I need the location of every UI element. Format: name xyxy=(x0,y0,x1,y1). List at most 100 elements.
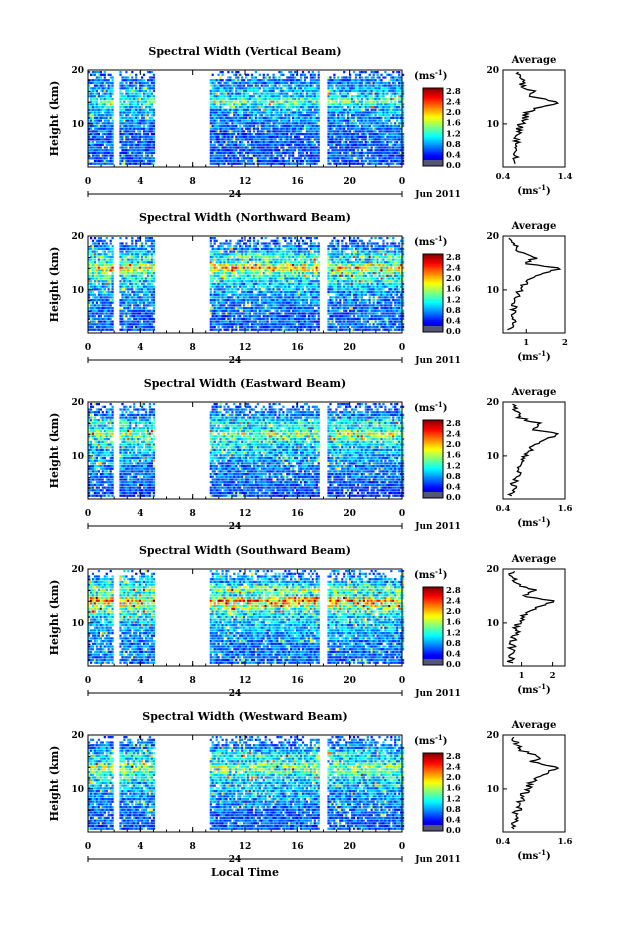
heatmap-cell xyxy=(298,114,300,116)
heatmap-cell xyxy=(237,106,239,108)
heatmap-cell xyxy=(145,93,147,95)
heatmap-cell xyxy=(388,106,390,108)
heatmap-cell xyxy=(90,163,92,165)
heatmap-cell xyxy=(255,163,257,165)
heatmap-cell xyxy=(229,312,231,314)
heatmap-cell xyxy=(145,144,147,146)
heatmap-cell xyxy=(310,95,312,97)
heatmap-cell xyxy=(394,114,396,116)
heatmap-cell xyxy=(214,149,216,151)
heatmap-cell xyxy=(98,74,100,76)
heatmap-cell xyxy=(371,98,373,100)
heatmap-cell xyxy=(153,312,155,314)
heatmap-cell xyxy=(296,95,298,97)
heatmap-cell xyxy=(110,315,112,317)
heatmap-cell xyxy=(377,155,379,157)
heatmap-cell xyxy=(143,326,145,328)
heatmap-cell xyxy=(282,326,284,328)
heatmap-cell xyxy=(290,98,292,100)
heatmap-cell xyxy=(104,85,106,87)
heatmap-cell xyxy=(239,312,241,314)
heatmap-cell xyxy=(353,136,355,138)
heatmap-cell xyxy=(261,103,263,105)
heatmap-cell xyxy=(96,136,98,138)
heatmap-cell xyxy=(339,125,341,127)
heatmap-cell xyxy=(347,117,349,119)
heatmap-cell xyxy=(318,71,320,73)
heatmap-cell xyxy=(382,144,384,146)
heatmap-cell xyxy=(363,326,365,328)
heatmap-cell xyxy=(90,98,92,100)
heatmap-cell xyxy=(302,106,304,108)
colorbar-band xyxy=(423,109,443,111)
heatmap-cell xyxy=(96,146,98,148)
heatmap-cell xyxy=(308,114,310,116)
heatmap-cell xyxy=(265,103,267,105)
heatmap-cell xyxy=(394,323,396,325)
colorbar-tick-label: 1.2 xyxy=(446,129,461,139)
heatmap-cell xyxy=(355,125,357,127)
heatmap-cell xyxy=(245,155,247,157)
heatmap-cell xyxy=(367,93,369,95)
heatmap-cell xyxy=(386,98,388,100)
heatmap-cell xyxy=(220,160,222,162)
heatmap-cell xyxy=(367,326,369,328)
heatmap-cell xyxy=(151,144,153,146)
heatmap-cell xyxy=(212,101,214,103)
heatmap-cell xyxy=(100,312,102,314)
heatmap-cell xyxy=(271,160,273,162)
heatmap-cell xyxy=(290,111,292,113)
heatmap-cell xyxy=(382,133,384,135)
heatmap-cell xyxy=(331,101,333,103)
heatmap-cell xyxy=(249,329,251,331)
heatmap-cell xyxy=(269,109,271,111)
heatmap-cell xyxy=(375,323,377,325)
heatmap-cell xyxy=(223,310,225,312)
heatmap-cell xyxy=(123,117,125,119)
heatmap-cell xyxy=(378,149,380,151)
heatmap-cell xyxy=(231,133,233,135)
heatmap-cell xyxy=(229,103,231,105)
heatmap-cell xyxy=(129,90,131,92)
heatmap-cell xyxy=(231,111,233,113)
heatmap-cell xyxy=(257,109,259,111)
heatmap-cell xyxy=(394,326,396,328)
heatmap-cell xyxy=(375,146,377,148)
heatmap-cell xyxy=(125,323,127,325)
heatmap-cell xyxy=(337,323,339,325)
heatmap-cell xyxy=(251,98,253,100)
heatmap-cell xyxy=(382,109,384,111)
heatmap-cell xyxy=(127,90,129,92)
heatmap-cell xyxy=(127,109,129,111)
heatmap-cell xyxy=(386,323,388,325)
heatmap-cell xyxy=(298,136,300,138)
heatmap-cell xyxy=(94,136,96,138)
heatmap-cell xyxy=(108,87,110,89)
heatmap-cell xyxy=(378,117,380,119)
heatmap-cell xyxy=(377,71,379,73)
heatmap-cell xyxy=(231,95,233,97)
profile-frame xyxy=(503,70,565,167)
heatmap-cell xyxy=(392,138,394,140)
heatmap-cell xyxy=(149,312,151,314)
heatmap-cell xyxy=(267,329,269,331)
heatmap-cell xyxy=(119,71,121,73)
heatmap-cell xyxy=(241,163,243,165)
heatmap-cell xyxy=(355,90,357,92)
heatmap-cell xyxy=(265,98,267,100)
heatmap-cell xyxy=(253,130,255,132)
heatmap-cell xyxy=(312,82,314,84)
heatmap-cell xyxy=(216,103,218,105)
panel-title: Spectral Width (Northward Beam) xyxy=(139,211,351,224)
heatmap-cell xyxy=(331,326,333,328)
heatmap-cell xyxy=(141,312,143,314)
heatmap-cell xyxy=(247,122,249,124)
heatmap-cell xyxy=(231,141,233,143)
heatmap-cell xyxy=(298,144,300,146)
heatmap-cell xyxy=(355,146,357,148)
heatmap-cell xyxy=(286,122,288,124)
heatmap-cell xyxy=(373,74,375,76)
heatmap-cell xyxy=(259,117,261,119)
heatmap-cell xyxy=(353,133,355,135)
heatmap-cell xyxy=(139,85,141,87)
